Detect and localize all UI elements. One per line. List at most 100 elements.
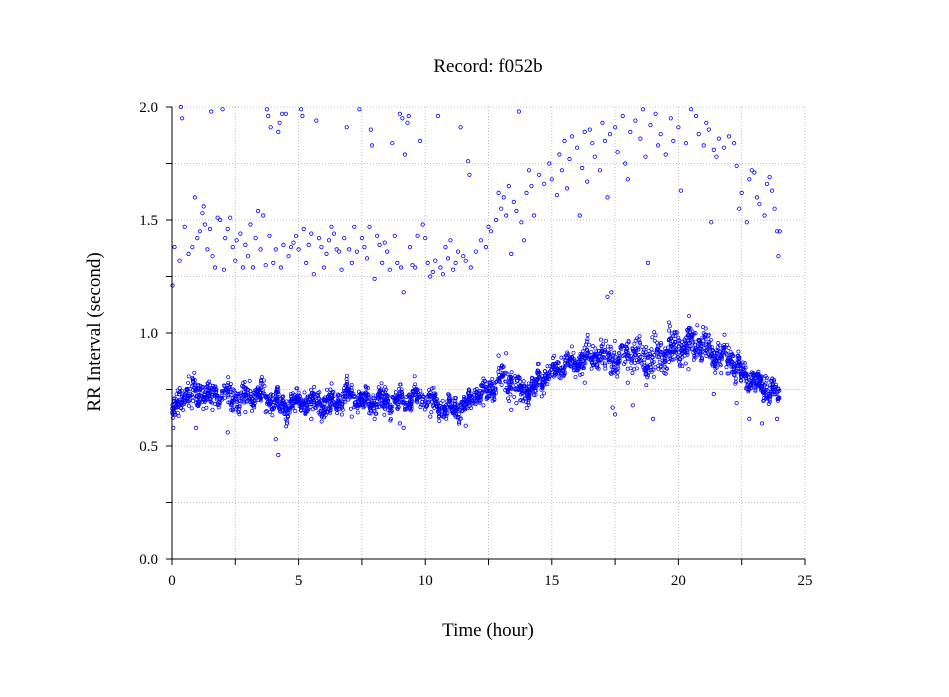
data-point-band — [726, 371, 731, 376]
data-point-band — [241, 380, 245, 385]
data-point-band — [303, 399, 308, 404]
data-point — [367, 224, 372, 229]
data-point-band — [468, 394, 473, 399]
data-point — [597, 168, 603, 173]
data-point — [271, 260, 276, 265]
data-point-band — [710, 354, 715, 359]
data-point — [279, 111, 285, 116]
data-point-band — [736, 359, 741, 364]
data-point-band — [250, 403, 255, 408]
data-point-band — [659, 364, 664, 369]
data-point — [628, 129, 633, 134]
data-point-band — [710, 348, 715, 353]
data-point — [463, 423, 468, 428]
data-point-band — [397, 393, 402, 398]
data-point-band — [429, 410, 434, 415]
data-point — [311, 272, 316, 277]
data-point-band — [507, 379, 512, 384]
data-point — [711, 147, 716, 152]
data-point-band — [726, 345, 731, 350]
data-point-band — [408, 401, 413, 406]
data-point — [301, 226, 306, 232]
data-point-band — [585, 333, 590, 337]
data-point-band — [343, 383, 348, 388]
data-point-band — [676, 338, 681, 343]
data-point-band — [582, 361, 587, 366]
data-point — [177, 258, 182, 263]
data-point — [314, 118, 319, 123]
data-point-band — [384, 392, 388, 397]
data-point-band — [733, 376, 738, 381]
data-point-band — [605, 352, 610, 357]
data-point-band — [287, 410, 292, 415]
data-point-band — [604, 338, 609, 343]
data-point — [443, 245, 448, 250]
data-point-band — [694, 350, 699, 355]
data-point — [640, 107, 646, 112]
data-point-band — [290, 393, 295, 398]
data-point — [201, 204, 206, 209]
data-point-band — [295, 386, 300, 391]
data-point — [334, 405, 339, 410]
data-point-band — [762, 392, 767, 397]
data-point-band — [412, 384, 417, 389]
data-point — [234, 238, 239, 243]
data-point — [516, 109, 522, 114]
data-point-band — [192, 370, 197, 375]
data-point — [207, 226, 213, 232]
data-point — [605, 294, 610, 299]
data-point-band — [712, 351, 717, 356]
data-point — [250, 265, 256, 270]
data-point-band — [408, 408, 413, 413]
data-point-band — [518, 379, 523, 384]
data-point — [264, 107, 269, 112]
data-point-band — [186, 380, 190, 385]
data-point-band — [514, 378, 519, 383]
data-point-band — [582, 345, 587, 350]
data-point — [245, 254, 251, 259]
data-point-band — [669, 336, 673, 341]
data-point-band — [395, 402, 400, 407]
data-point-band — [755, 384, 760, 389]
data-point-band — [719, 371, 724, 376]
data-point-band — [626, 357, 631, 362]
data-point — [633, 118, 638, 123]
data-point-band — [209, 400, 214, 405]
data-point-band — [678, 348, 683, 353]
data-point-band — [382, 406, 387, 411]
data-point-band — [693, 342, 698, 347]
data-point-band — [241, 390, 246, 395]
data-point — [230, 245, 235, 250]
data-point-band — [277, 400, 282, 405]
data-point-band — [754, 372, 759, 377]
data-point-band — [666, 351, 671, 356]
data-point-band — [491, 385, 496, 390]
data-point-band — [470, 399, 475, 404]
data-point — [300, 113, 305, 119]
data-point-band — [535, 368, 540, 373]
data-point-band — [322, 401, 327, 406]
data-point-band — [642, 357, 647, 362]
data-point-band — [231, 400, 236, 404]
data-point-band — [722, 332, 727, 337]
data-point-band — [363, 384, 368, 389]
data-point — [197, 229, 202, 234]
grid — [171, 106, 806, 560]
data-point-band — [227, 400, 232, 405]
data-point-band — [263, 395, 268, 400]
data-point-band — [694, 347, 699, 352]
data-point-band — [276, 385, 281, 390]
data-point-band — [706, 341, 711, 346]
data-point — [587, 127, 592, 132]
data-point-band — [328, 403, 333, 408]
data-point-band — [437, 418, 442, 423]
data-point-band — [652, 330, 657, 335]
data-point-band — [444, 402, 449, 407]
data-point-band — [339, 402, 344, 406]
data-point-band — [550, 363, 555, 368]
data-point-band — [762, 398, 766, 403]
data-point-band — [201, 406, 206, 411]
data-point-band — [641, 350, 646, 355]
data-point — [258, 247, 263, 252]
data-point — [286, 254, 291, 259]
